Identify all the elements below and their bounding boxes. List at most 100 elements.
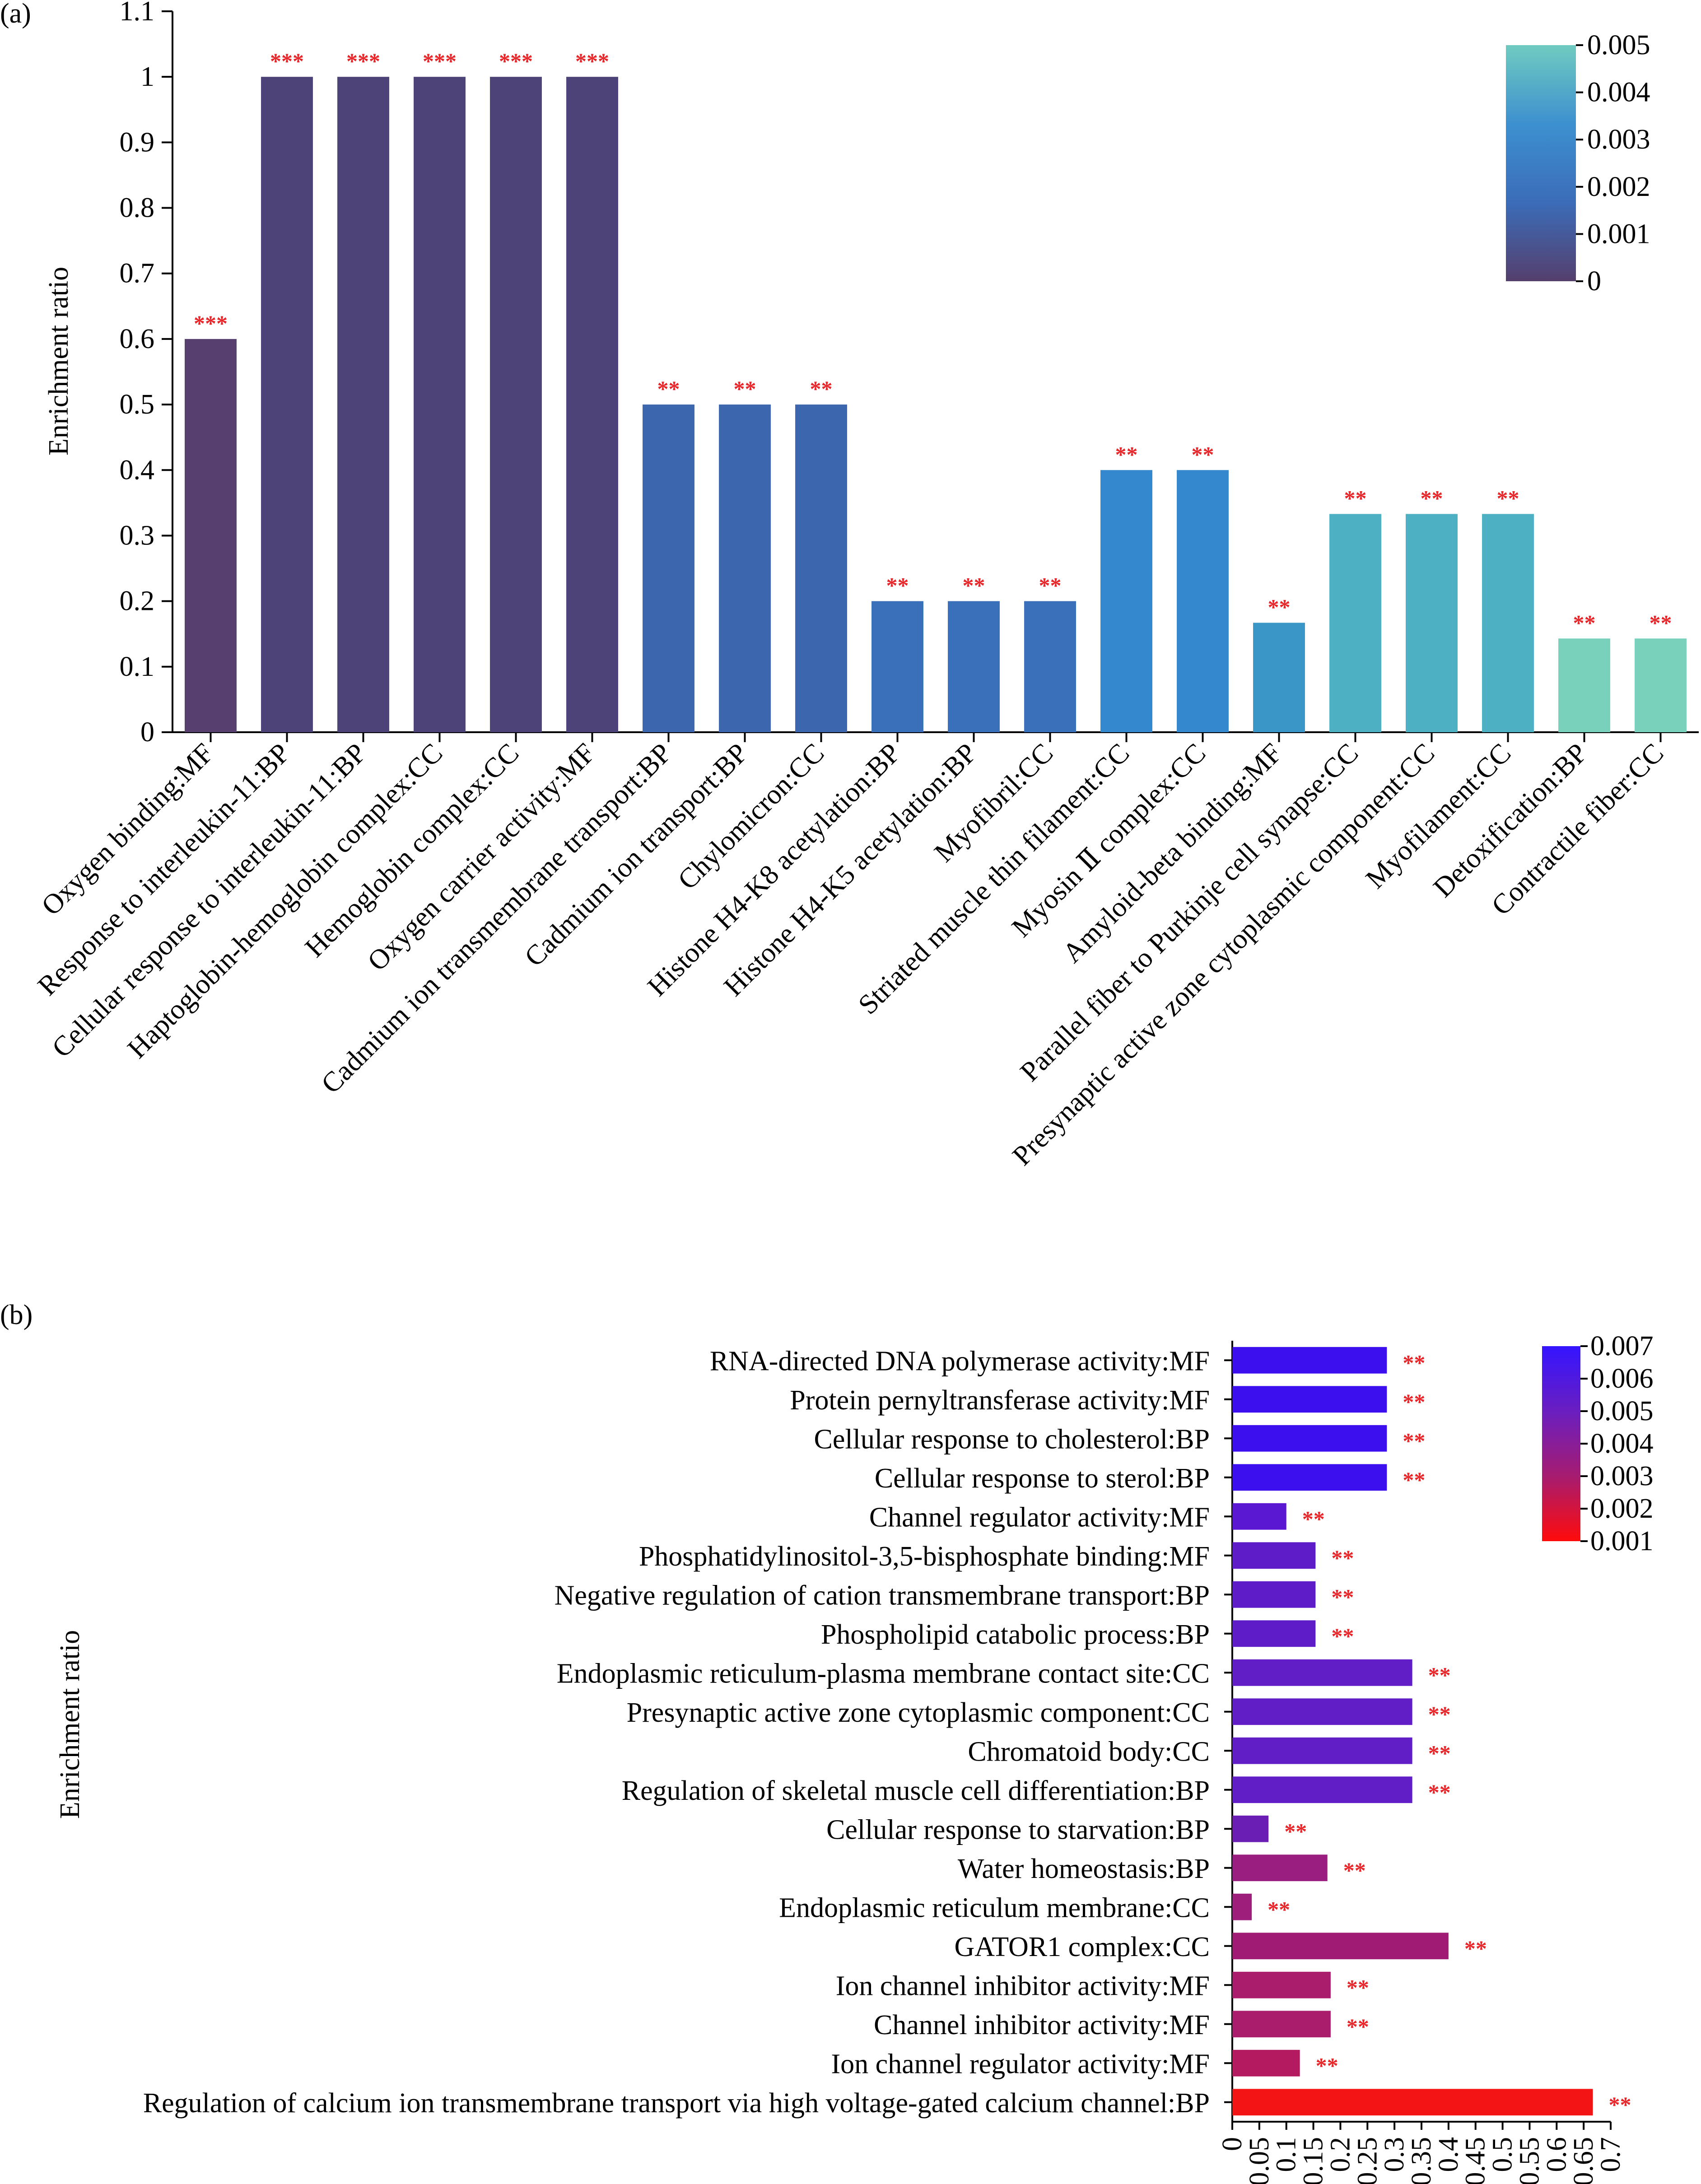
panel-b-x-tick-label: 0.5 [1487,2137,1518,2172]
panel-b-category-label: Endoplasmic reticulum-plasma membrane co… [557,1658,1210,1689]
panel-a-y-tick-label: 0.6 [120,324,155,354]
panel-b-bar [1232,1503,1286,1530]
panel-a-significance-labels: ****** *** *** *** ***** ** **** ** **** ****** **… [194,48,1672,635]
panel-a-bar [1482,514,1534,732]
panel-b-bar [1232,1971,1331,1998]
panel-a-significance-label: *** [575,48,609,74]
panel-b-bar [1232,1933,1449,1960]
panel-a-bar [871,601,923,732]
panel-a-significance-label: ** [1650,610,1672,635]
panel-b-x-tick-label: 0.4 [1433,2137,1464,2172]
panel-b-significance-label: ** [1302,1506,1325,1531]
panel-b-bar [1232,1542,1316,1569]
panel-b-x-tick-label: 0.55 [1514,2137,1545,2184]
panel-a-bar [948,601,1000,732]
panel-a-significance-label: ** [810,376,833,401]
panel-b-bar [1232,1659,1412,1686]
panel-a-significance-label: *** [499,48,533,74]
colorbar-b-tick-label: 0.006 [1590,1363,1654,1394]
panel-b-category-label: GATOR1 complex:CC [955,1932,1210,1962]
panel-b-category-labels: RNA-directed DNA polymerase activity:MF P… [143,1346,1210,2119]
panel-a-significance-label: ** [1344,486,1367,511]
panel-b-category-label: Phosphatidylinositol-3,5-bisphosphate bi… [639,1541,1210,1572]
panel-b-x-tick-label: 0.15 [1298,2137,1329,2184]
colorbar-a-tick-label: 0.003 [1587,124,1650,155]
panel-b-significance-label: ** [1428,1662,1451,1687]
panel-b-category-label: Phospholipid catabolic process:BP [821,1619,1210,1650]
panel-a-bar [719,404,771,732]
panel-b-significance-label: ** [1403,1389,1425,1414]
panel-b-bar [1232,1620,1316,1647]
panel-a-significance-label: ** [1039,573,1062,598]
panel-b-x-tick-label: 0.7 [1595,2137,1626,2172]
panel-a: (a) Enrichment ratio 0 0.1 0.2 0.3 0.4 0.5 0.6… [0,0,1699,1171]
panel-b-significance-label: ** [1464,1936,1487,1961]
panel-a-category-label: Cellular response to interleukin-11:BP [46,738,372,1064]
panel-b-category-label: Regulation of calcium ion transmembrane … [143,2088,1210,2119]
panel-a-bar [1024,601,1076,732]
colorbar-a-tick-label: 0 [1587,266,1601,297]
panel-b-significance-label: ** [1347,1975,1369,2000]
panel-b-bar [1232,2089,1593,2116]
colorbar-b-tick-label: 0.001 [1590,1526,1654,1557]
panel-b-bar [1232,1386,1387,1413]
panel-a-label: (a) [0,0,31,29]
panel-a-significance-label: *** [270,48,304,74]
panel-a-bar [1177,470,1229,732]
panel-a-significance-label: *** [346,48,380,74]
panel-a-bar [1329,514,1381,732]
panel-a-significance-label: ** [1421,486,1443,511]
panel-b-x-ticks: 00.050.10.150.20.250.30.350.40.450.50.55… [1217,1359,1626,2184]
panel-a-y-tick-label: 0 [140,717,154,748]
panel-b: (b) Enrichment ratio 00.050.10.150.20.25… [0,1300,1654,2184]
panel-a-bars [185,77,1687,732]
colorbar-b-tick-label: 0.004 [1590,1428,1654,1459]
panel-b-bar [1232,2011,1331,2038]
panel-b-label: (b) [0,1300,33,1330]
panel-b-x-tick-label: 0 [1217,2137,1248,2151]
colorbar-a [1506,45,1576,281]
panel-b-significance-labels: **************************************** [1268,1350,1631,2117]
panel-b-bar [1232,1347,1387,1374]
panel-b-bar [1232,1776,1412,1803]
panel-a-y-ticks: 0 0.1 0.2 0.3 0.4 0.5 0.6 0.7 0.8 0.9 1 1.1 [120,0,1662,748]
panel-b-significance-label: ** [1428,1701,1451,1727]
panel-a-y-tick-label: 1.1 [120,0,155,27]
panel-b-bar [1232,2049,1300,2077]
panel-a-bar [414,77,466,732]
panel-a-y-tick-label: 0.3 [120,520,155,551]
panel-b-bar [1232,1854,1328,1882]
panel-a-y-tick-label: 0.7 [120,258,155,289]
panel-a-bar [1406,514,1458,732]
panel-a-bar [1253,623,1305,732]
panel-a-bar [337,77,389,732]
panel-b-category-label: Cellular response to starvation:BP [826,1814,1210,1845]
panel-b-category-label: Ion channel inhibitor activity:MF [836,1970,1210,2001]
panel-b-significance-label: ** [1428,1740,1451,1766]
panel-b-x-tick-label: 0.3 [1379,2137,1410,2172]
colorbar-a-ticks: 0 0.001 0.002 0.003 0.004 0.005 [1576,30,1650,297]
panel-a-significance-label: ** [734,376,756,401]
panel-b-y-axis-label: Enrichment ratio [55,1630,85,1819]
panel-b-significance-label: ** [1403,1350,1425,1375]
panel-b-bar [1232,1698,1412,1725]
panel-a-y-axis-label: Enrichment ratio [43,267,74,455]
panel-a-bar [643,404,694,732]
panel-a-bar [490,77,542,732]
panel-b-category-label: Presynaptic active zone cytoplasmic comp… [627,1697,1210,1728]
panel-a-significance-label: ** [1268,595,1291,620]
panel-a-y-tick-label: 0.1 [120,651,155,682]
panel-b-category-label: Cellular response to cholesterol:BP [814,1424,1210,1454]
panel-a-y-tick-label: 0.2 [120,586,155,617]
colorbar-b-tick-label: 0.007 [1590,1331,1654,1362]
panel-a-bar [566,77,618,732]
panel-b-significance-label: ** [1268,1896,1290,1922]
panel-a-category-label: Striated muscle thin filament:CC [853,738,1135,1020]
panel-b-x-tick-label: 0.45 [1460,2137,1491,2184]
colorbar-a-tick-label: 0.001 [1587,218,1650,249]
panel-a-significance-label: *** [194,311,228,336]
panel-b-significance-label: ** [1316,2053,1338,2078]
panel-b-category-label: RNA-directed DNA polymerase activity:MF [710,1346,1210,1376]
panel-b-x-tick-label: 0.25 [1352,2137,1383,2184]
